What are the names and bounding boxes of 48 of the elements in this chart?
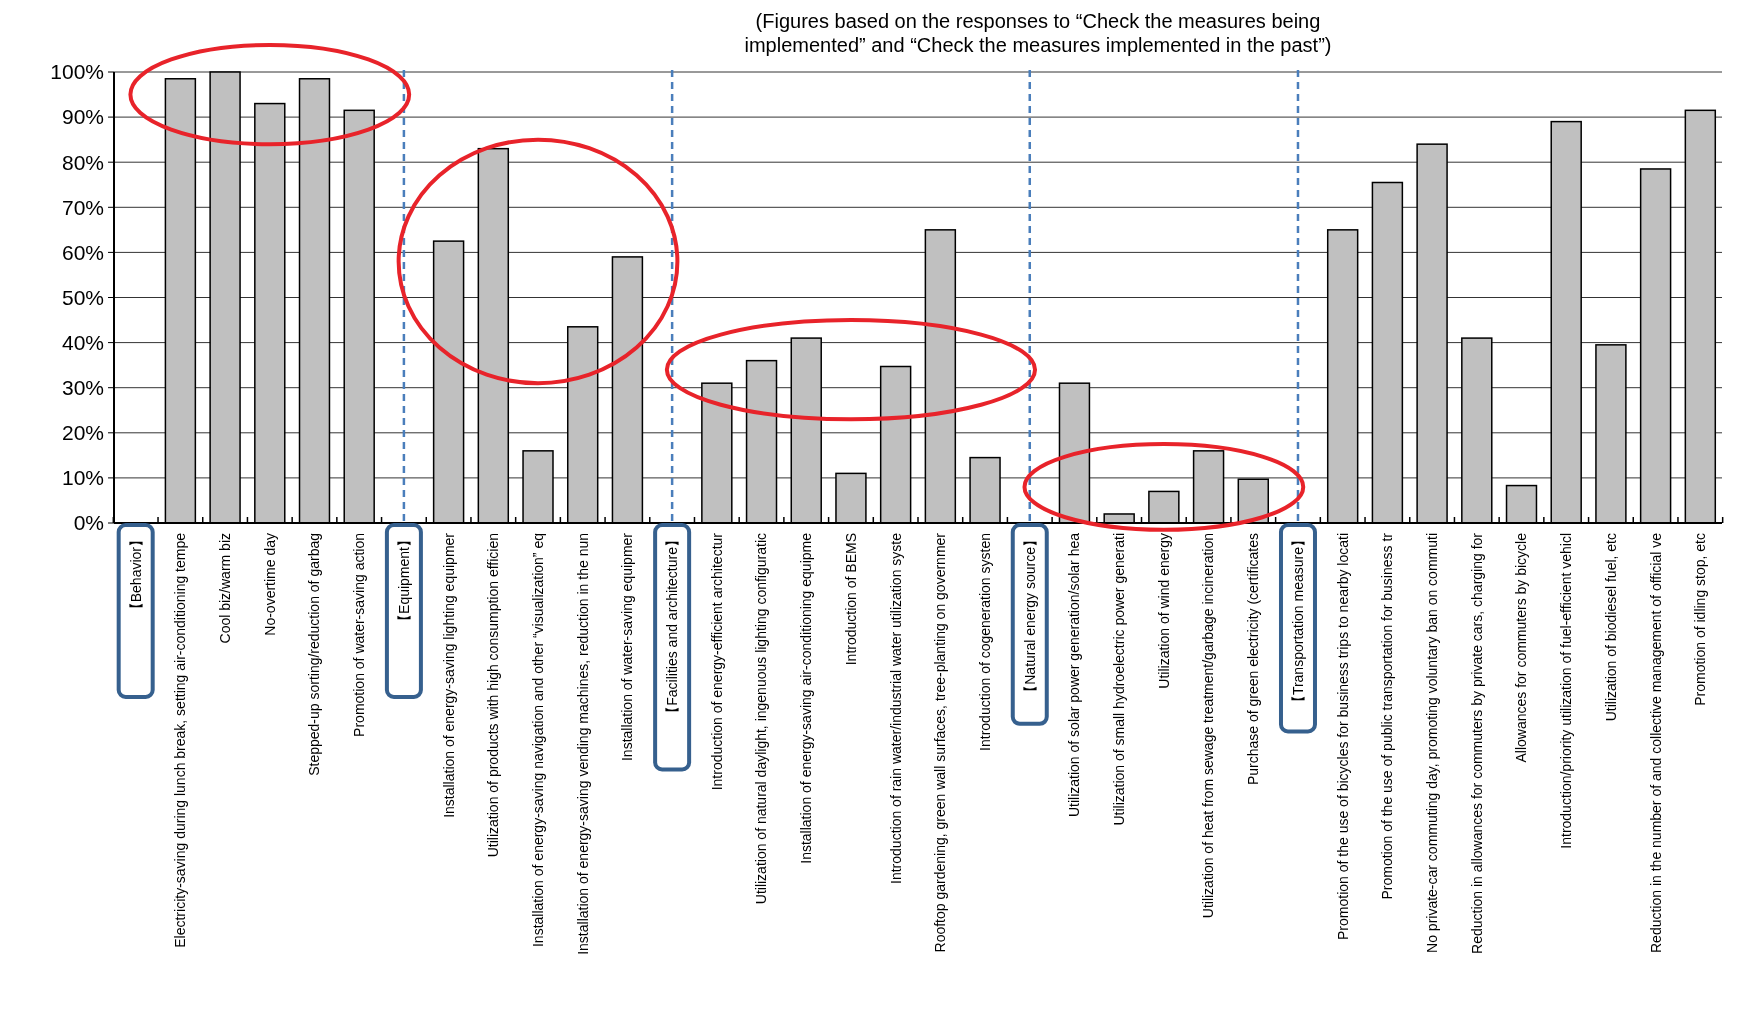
x-tick-label: Utilization of small hydroelectric power generati — [1111, 533, 1128, 826]
x-tick-label: Promotion of the use of bicycles for business trips to nearby locati — [1334, 533, 1351, 940]
x-tick-label: Rooftop gardening, green wall surfaces, tree-planting on governmer — [932, 532, 949, 953]
x-tick-label: Cool biz/warm biz — [216, 533, 233, 644]
x-tick-label: Reduction in the number of and collective management of official ve — [1647, 532, 1664, 953]
x-tick-label: Introduction of BEMS — [842, 533, 859, 666]
x-tick-label: No private-car commuting day, promoting voluntary ban on commuti — [1424, 533, 1440, 953]
x-tick-label: Stepped-up sorting/reduction of garbag — [306, 533, 323, 776]
x-tick-label: Purchase of green electricity (certificates — [1245, 533, 1262, 786]
x-tick-label: 【Transportation measure】 — [1289, 533, 1306, 710]
x-tick-label: Allowances for commuters by bicycle — [1513, 532, 1530, 763]
y-tick-label: 50% — [61, 285, 104, 309]
x-tick-label: No-overtime day — [261, 533, 278, 636]
x-tick-label: Introduction of rain water/industrial water utilization syste — [887, 532, 904, 884]
x-tick-label: Utilization of solar power generation/solar hea — [1066, 532, 1083, 818]
x-tick-label: Promotion of idling stop, etc — [1692, 533, 1709, 706]
x-tick-label: Introduction of cogeneration systen — [976, 533, 993, 751]
x-tick-label: Promotion of water-saving action — [351, 533, 368, 737]
x-tick-label: Introduction/priority utilization of fuel-efficient vehicl — [1558, 533, 1575, 849]
x-tick-label: Introduction of energy-efficient architectur — [708, 532, 725, 791]
x-tick-label: Reduction in allowances for commuters by private cars, charging for — [1468, 532, 1485, 954]
y-tick-label: 100% — [50, 60, 104, 84]
y-tick-label: 40% — [61, 330, 104, 354]
y-tick-label: 0% — [73, 511, 104, 535]
x-tick-label: Utilization of natural daylight, ingenuous lighting configuratic — [753, 533, 770, 905]
x-tick-label: 【Natural energy source】 — [1021, 533, 1038, 699]
y-tick-label: 10% — [61, 466, 104, 490]
y-tick-label: 30% — [61, 376, 104, 400]
y-tick-label: 60% — [61, 240, 104, 264]
x-tick-label: Utilization of wind energy — [1155, 533, 1172, 689]
x-tick-label: Installation of water-saving equipmer — [619, 532, 636, 762]
x-tick-label: 【Equipment】 — [395, 533, 412, 628]
y-tick-label: 20% — [61, 421, 104, 445]
chart-title: (Figures based on the responses to “Check the measures being implemented” and “Check the measures implemented in the past”) — [744, 10, 1332, 56]
x-tick-label: Promotion of the use of public transportation for business tr — [1379, 532, 1396, 900]
x-tick-label: Utilization of biodiesel fuel, etc — [1602, 533, 1619, 722]
y-tick-label: 90% — [61, 105, 104, 129]
x-tick-label: 【Behavior】 — [127, 533, 144, 617]
x-tick-label: Utilization of heat from sewage treatment/garbage incineration — [1200, 533, 1217, 919]
x-tick-label: Utilization of products with high consumption efficien — [485, 533, 502, 858]
y-tick-label: 70% — [61, 195, 104, 219]
x-tick-label: Installation of energy-saving lighting equipmer — [440, 532, 457, 818]
x-tick-label: Installation of energy-saving navigation and other “visualization” eq — [529, 533, 546, 948]
x-tick-label: Installation of energy-saving vending machines, reduction in the nun — [574, 533, 591, 955]
x-tick-label: Installation of energy-saving air-conditioning equipme — [798, 532, 815, 864]
x-tick-label: Electricity-saving during lunch break, setting air-conditioning tempe — [172, 532, 189, 948]
x-tick-label: 【Facilities and architecture】 — [664, 533, 681, 720]
y-tick-label: 80% — [61, 150, 104, 174]
